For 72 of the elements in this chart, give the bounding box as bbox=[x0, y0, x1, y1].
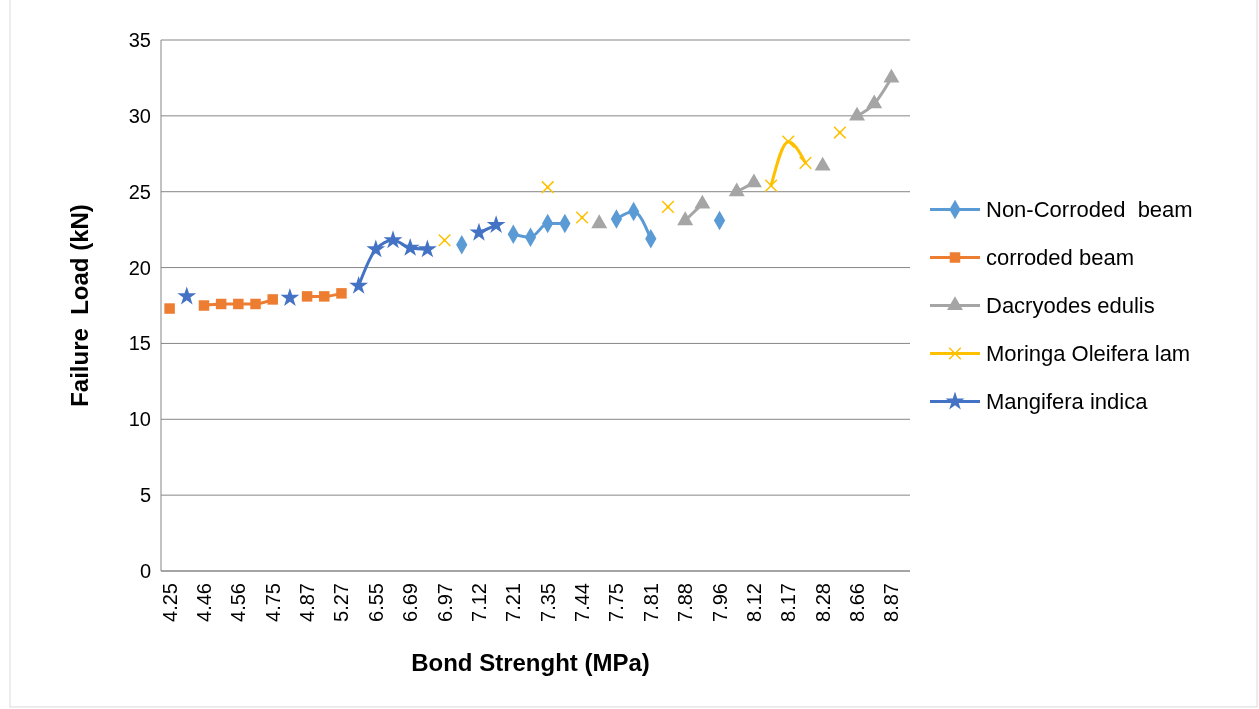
x-tick-label: 7.75 bbox=[605, 583, 628, 622]
legend-label: Non-Corroded beam bbox=[986, 197, 1193, 223]
x-tick-label: 4.56 bbox=[227, 583, 250, 622]
x-axis-title: Bond Strenght (MPa) bbox=[411, 649, 650, 676]
point bbox=[319, 291, 330, 302]
point bbox=[677, 211, 694, 226]
legend-label: Mangifera indica bbox=[986, 389, 1149, 415]
x-tick-label: 6.69 bbox=[399, 583, 422, 622]
point bbox=[438, 233, 452, 247]
point bbox=[833, 125, 847, 140]
x-tick-label: 4.87 bbox=[296, 583, 319, 622]
point bbox=[849, 106, 865, 121]
y-tick-label: 10 bbox=[128, 408, 151, 431]
legend-label: Moringa Oleifera lam bbox=[986, 341, 1191, 367]
x-tick-label: 7.44 bbox=[571, 583, 594, 622]
x-tick-label: 8.66 bbox=[846, 583, 869, 622]
y-tick-label: 15 bbox=[128, 332, 151, 355]
x-tick-label: 6.55 bbox=[364, 583, 387, 622]
point bbox=[866, 94, 883, 109]
x-tick-label: 4.46 bbox=[192, 583, 215, 622]
x-tick-label: 5.27 bbox=[330, 583, 353, 622]
y-tick-label: 30 bbox=[128, 104, 151, 127]
point bbox=[591, 214, 608, 229]
x-tick-label: 7.21 bbox=[502, 583, 525, 622]
point bbox=[164, 303, 175, 314]
x-tick-label: 8.17 bbox=[777, 583, 800, 622]
point bbox=[280, 288, 300, 306]
point bbox=[417, 239, 437, 258]
point bbox=[267, 294, 278, 305]
y-tick-label: 20 bbox=[128, 256, 151, 279]
point bbox=[781, 135, 795, 149]
point bbox=[694, 194, 711, 209]
point bbox=[814, 156, 831, 171]
x-tick-label: 4.75 bbox=[261, 583, 284, 622]
point bbox=[469, 222, 489, 241]
point bbox=[798, 156, 813, 170]
point bbox=[745, 173, 762, 188]
point bbox=[366, 239, 386, 258]
point bbox=[349, 275, 369, 294]
point bbox=[661, 200, 675, 214]
legend-label: corroded beam bbox=[986, 245, 1134, 271]
point bbox=[250, 298, 261, 310]
y-tick-label: 5 bbox=[139, 484, 151, 507]
y-tick-label: 0 bbox=[139, 560, 151, 582]
point bbox=[764, 179, 778, 193]
x-tick-label: 4.25 bbox=[158, 583, 181, 622]
y-tick-label: 35 bbox=[128, 29, 151, 51]
x-tick-label: 7.88 bbox=[674, 583, 697, 622]
point bbox=[728, 182, 745, 197]
x-tick-label: 8.87 bbox=[880, 583, 903, 622]
point bbox=[883, 68, 900, 83]
y-axis-title: Failure Load (kN) bbox=[66, 204, 93, 407]
point bbox=[177, 286, 197, 305]
x-tick-label: 8.12 bbox=[742, 583, 765, 622]
x-tick-label: 8.28 bbox=[811, 583, 834, 622]
x-tick-label: 7.35 bbox=[536, 583, 559, 622]
y-tick-label: 25 bbox=[128, 180, 151, 203]
point bbox=[215, 298, 227, 310]
point bbox=[575, 210, 589, 225]
point bbox=[301, 291, 313, 302]
legend-label: Dacryodes edulis bbox=[986, 293, 1155, 319]
x-tick-label: 6.97 bbox=[433, 583, 456, 622]
point bbox=[400, 237, 420, 256]
point bbox=[336, 288, 347, 299]
x-tick-label: 7.12 bbox=[467, 583, 490, 622]
point bbox=[198, 300, 210, 311]
point bbox=[233, 298, 244, 310]
point bbox=[486, 215, 506, 234]
x-tick-label: 7.96 bbox=[708, 583, 731, 622]
x-tick-label: 7.81 bbox=[639, 583, 662, 622]
point bbox=[541, 180, 555, 194]
point bbox=[383, 230, 403, 249]
